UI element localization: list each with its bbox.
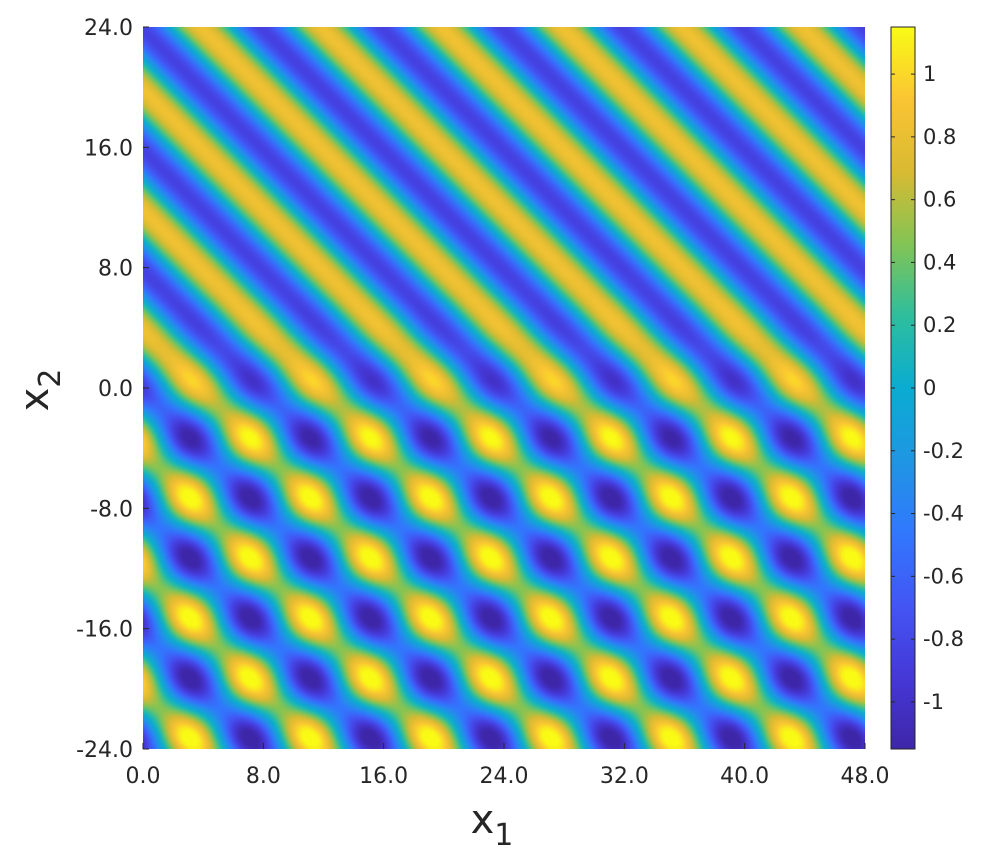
colorbar-tick-label: -0.2	[923, 439, 964, 463]
colorbar-ticks: -1 -0.8 -0.6 -0.4 -0.2 0 0.2 0.4 0.6 0.8 1	[891, 62, 964, 714]
x-axis-label-subscript: 1	[494, 818, 513, 853]
y-tick-label: 16.0	[84, 136, 133, 161]
y-axis-label: x2	[12, 369, 68, 412]
colorbar-tick-label: 1	[923, 62, 936, 86]
colorbar-tick-label: 0.4	[923, 250, 956, 274]
x-axis-label: x1	[471, 797, 514, 853]
colorbar-tick-label: -0.6	[923, 564, 964, 588]
y-axis-label-subscript: 2	[33, 369, 68, 388]
colorbar-tick-label: 0	[923, 376, 936, 400]
x-axis-ticks: 0.0 8.0 16.0 24.0 32.0 40.0 48.0	[126, 743, 890, 789]
colorbar-tick-label: -1	[923, 690, 944, 714]
colorbar-tick-label: 0.8	[923, 125, 956, 149]
y-tick-label: -24.0	[76, 738, 133, 763]
heatmap-image	[143, 27, 865, 749]
colorbar: -1 -0.8 -0.6 -0.4 -0.2 0 0.2 0.4 0.6 0.8 1	[890, 26, 964, 750]
y-tick-label: 24.0	[84, 16, 133, 41]
plot-area	[143, 27, 865, 749]
colorbar-tick-label: 0.6	[923, 188, 956, 212]
colorbar-tick-label: -0.8	[923, 627, 964, 651]
x-axis-label-main: x	[471, 797, 495, 843]
x-tick-label: 32.0	[600, 764, 649, 789]
y-tick-label: -8.0	[90, 497, 133, 522]
x-tick-label: 16.0	[359, 764, 408, 789]
colorbar-tick-label: -0.4	[923, 502, 964, 526]
y-tick-label: 0.0	[98, 377, 133, 402]
y-axis-ticks: -24.0 -16.0 -8.0 0.0 8.0 16.0 24.0	[76, 16, 149, 763]
x-tick-label: 24.0	[480, 764, 529, 789]
x-tick-label: 0.0	[126, 764, 161, 789]
x-tick-label: 8.0	[246, 764, 281, 789]
y-tick-label: -16.0	[76, 618, 133, 643]
x-tick-label: 40.0	[720, 764, 769, 789]
y-tick-label: 8.0	[98, 257, 133, 282]
colorbar-tick-label: 0.2	[923, 313, 956, 337]
y-axis-label-main: x	[12, 388, 58, 412]
x-tick-label: 48.0	[841, 764, 890, 789]
